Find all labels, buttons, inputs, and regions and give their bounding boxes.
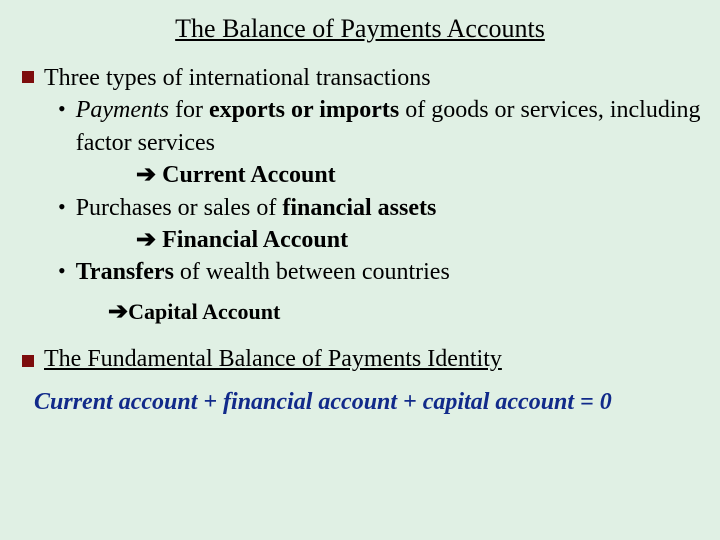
arrow-icon: ➔ bbox=[108, 295, 128, 329]
arrow-icon: ➔ bbox=[136, 159, 156, 191]
section1: Three types of international transaction… bbox=[18, 62, 702, 94]
item-text: Payments for exports or imports of goods… bbox=[76, 94, 702, 159]
slide: The Balance of Payments Accounts Three t… bbox=[0, 0, 720, 540]
list-item: • Payments for exports or imports of goo… bbox=[58, 94, 702, 159]
arrow-text: Capital Account bbox=[128, 299, 280, 324]
arrow-label: ➔ Current Account bbox=[136, 159, 702, 191]
list-item: • Purchases or sales of financial assets bbox=[58, 192, 702, 224]
arrow-label-capital: ➔Capital Account bbox=[108, 295, 702, 329]
identity-equation: Current account + financial account + ca… bbox=[34, 389, 702, 416]
list-item: • Transfers of wealth between countries bbox=[58, 256, 702, 288]
arrow-label: ➔ Financial Account bbox=[136, 224, 702, 256]
square-bullet-icon bbox=[22, 71, 34, 83]
section2-heading: The Fundamental Balance of Payments Iden… bbox=[44, 346, 702, 373]
section1-heading: Three types of international transaction… bbox=[44, 62, 702, 94]
square-bullet-icon bbox=[22, 355, 34, 367]
arrow-text: Current Account bbox=[162, 162, 336, 188]
dot-bullet-icon: • bbox=[58, 260, 66, 282]
item-text: Purchases or sales of financial assets bbox=[76, 192, 702, 224]
dot-bullet-icon: • bbox=[58, 196, 66, 218]
dot-bullet-icon: • bbox=[58, 98, 66, 120]
arrow-text: Financial Account bbox=[162, 227, 348, 253]
slide-title: The Balance of Payments Accounts bbox=[18, 14, 702, 44]
item-text: Transfers of wealth between countries bbox=[76, 256, 702, 288]
section2: The Fundamental Balance of Payments Iden… bbox=[18, 346, 702, 373]
arrow-icon: ➔ bbox=[136, 224, 156, 256]
